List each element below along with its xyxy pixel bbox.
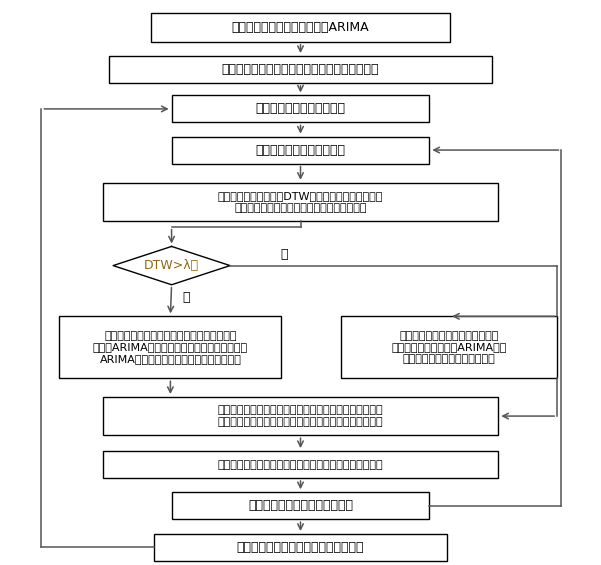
Text: 现场处置、反馈、修正异常数据: 现场处置、反馈、修正异常数据 [248,499,353,512]
Text: 构建差分自回归滑动平均模型ARIMA: 构建差分自回归滑动平均模型ARIMA [232,21,369,34]
Text: 将上一个同频预测日对应的训练好
的自回归滑动平均模型ARIMA设置
为本次使用的星期乔预测用模型: 将上一个同频预测日对应的训练好 的自回归滑动平均模型ARIMA设置 为本次使用的… [391,331,507,364]
Bar [103,397,498,435]
Bar [151,12,450,42]
Text: 采集历史数据，进行预处理: 采集历史数据，进行预处理 [255,102,346,115]
Text: DTW>λ？: DTW>λ？ [144,259,199,272]
Text: 否: 否 [280,248,288,261]
Bar [103,182,498,221]
Polygon shape [113,246,230,285]
Bar [171,492,430,519]
Bar [59,316,281,379]
Text: 获得下一个预测日、待监测主干道道路: 获得下一个预测日、待监测主干道道路 [237,541,364,554]
Text: 是: 是 [183,290,191,303]
Text: 基于本次预处理后样本数据训练自回归滑动平
均模型ARIMA，将训练好的自回归滑动平均模型
ARIMA设置为本次使用的星期乔预测用模型: 基于本次预处理后样本数据训练自回归滑动平 均模型ARIMA，将训练好的自回归滑动… [93,331,248,364]
Bar [171,137,430,164]
Text: 当过车流量预测値超过预设的预警阈値时，发出预警信息: 当过车流量预测値超过预设的预警阈値时，发出预警信息 [218,459,383,470]
Bar [109,56,492,83]
Bar [171,95,430,123]
Bar [154,534,447,561]
Text: 确认待监测主干道道路，获取预测日的具体日期: 确认待监测主干道道路，获取预测日的具体日期 [222,63,379,76]
Text: 得到本次预处理后样本数据: 得到本次预处理后样本数据 [255,144,346,157]
Bar [341,316,557,379]
Bar [103,451,498,478]
Text: 基于动态时间规整算法DTW将本次预处理后样本数据
与前次预处理后样本数据进行相时间似度判断: 基于动态时间规整算法DTW将本次预处理后样本数据 与前次预处理后样本数据进行相时… [218,191,383,212]
Text: 基于预测日对应的本次使用的星期预测用模型，预测获得
待监测主干道道路卡口在预测时间段内的过车流量预测値: 基于预测日对应的本次使用的星期预测用模型，预测获得 待监测主干道道路卡口在预测时… [218,405,383,427]
